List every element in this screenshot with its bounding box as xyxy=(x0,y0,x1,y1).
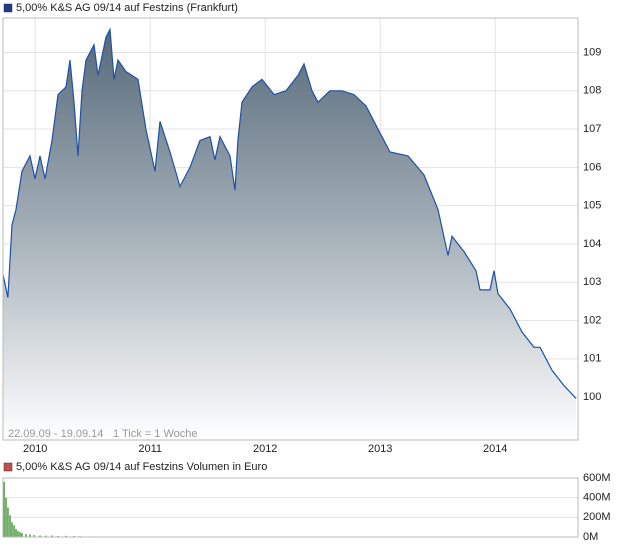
annotation: 1 Tick = 1 Woche xyxy=(113,428,197,440)
y-tick-label: 106 xyxy=(583,161,601,173)
bar xyxy=(51,535,53,537)
bar xyxy=(29,534,31,537)
y-tick-label: 105 xyxy=(583,200,601,212)
x-tick-label: 2012 xyxy=(253,443,277,455)
x-tick-label: 2014 xyxy=(483,443,507,455)
y-tick-label: 108 xyxy=(583,85,601,97)
legend-marker xyxy=(3,462,13,472)
y-tick-label: 400M xyxy=(583,492,611,504)
y-tick-label: 101 xyxy=(583,353,601,365)
y-tick-label: 103 xyxy=(583,276,601,288)
bar xyxy=(15,529,17,537)
bar xyxy=(45,535,47,537)
bar xyxy=(33,535,35,537)
bar xyxy=(13,525,15,537)
y-tick-label: 0M xyxy=(583,531,598,543)
plot-frame xyxy=(2,17,579,441)
plot-frame xyxy=(2,477,579,538)
x-tick-label: 2010 xyxy=(23,443,47,455)
bar xyxy=(39,535,41,537)
y-tick-label: 100 xyxy=(583,391,601,403)
bar xyxy=(25,534,27,537)
bar xyxy=(7,507,9,537)
y-tick-label: 109 xyxy=(583,46,601,58)
x-tick-label: 2013 xyxy=(368,443,392,455)
bar xyxy=(19,532,21,537)
y-tick-label: 200M xyxy=(583,511,611,523)
y-tick-label: 102 xyxy=(583,314,601,326)
bar xyxy=(3,481,5,537)
bar xyxy=(65,535,67,537)
legend-title: 5,00% K&S AG 09/14 auf Festzins (Frankfu… xyxy=(16,2,238,14)
legend-title: 5,00% K&S AG 09/14 auf Festzins Volumen … xyxy=(16,461,267,473)
x-tick-label: 2011 xyxy=(138,443,162,455)
bar xyxy=(9,515,11,537)
y-tick-label: 104 xyxy=(583,238,601,250)
y-tick-label: 107 xyxy=(583,123,601,135)
legend-marker xyxy=(3,3,13,13)
line xyxy=(2,27,577,399)
bar xyxy=(11,522,13,537)
bar xyxy=(21,533,23,537)
bar xyxy=(17,531,19,537)
y-tick-label: 600M xyxy=(583,472,611,484)
bar xyxy=(5,497,7,537)
annotation: 22.09.09 - 19.09.14 xyxy=(8,428,103,440)
